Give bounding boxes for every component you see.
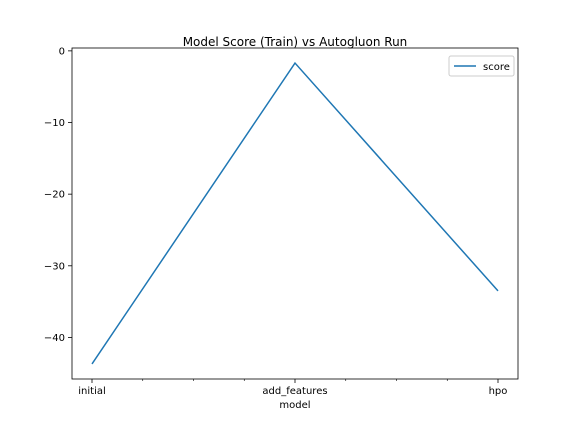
y-tick-label: −30 [44,261,65,272]
y-tick-label: −20 [44,190,65,201]
x-tick-label: hpo [489,386,508,397]
legend: score [449,56,514,76]
x-tick-label: initial [78,386,106,397]
legend-label-score: score [483,62,510,73]
x-axis-label: model [279,400,310,411]
chart-title: Model Score (Train) vs Autogluon Run [183,35,408,49]
y-tick-label: 0 [59,46,65,57]
y-tick-label: −40 [44,333,65,344]
x-tick-label: add_features [262,386,327,397]
y-tick-label: −10 [44,118,65,129]
